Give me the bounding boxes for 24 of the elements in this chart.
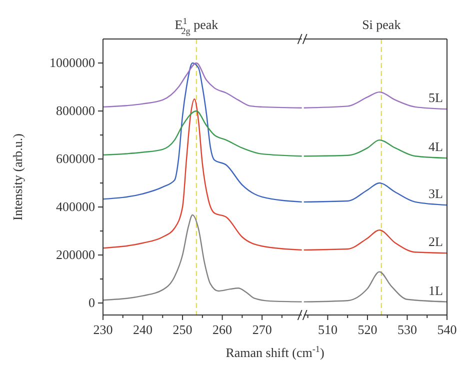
y-axis-title: Intensity (arb.u.) <box>10 133 25 221</box>
x-tick-label: 510 <box>318 322 338 337</box>
x-tick-label: 540 <box>437 322 457 337</box>
ref-line-label: Si peak <box>362 17 402 32</box>
x-tick-label: 250 <box>172 322 192 337</box>
ref-line-label: E$^{1}$$_{2g}$ peak <box>174 16 219 36</box>
x-tick-label: 520 <box>358 322 378 337</box>
x-axis-title: Raman shift (cm$^{-1}$) <box>226 344 324 360</box>
x-tick-label: 230 <box>93 322 113 337</box>
series-label: 1L <box>428 282 444 298</box>
y-tick-label: 800000 <box>56 103 95 118</box>
y-tick-label: 400000 <box>56 199 95 214</box>
x-tick-label: 240 <box>133 322 153 337</box>
series-label: 5L <box>428 90 444 106</box>
y-tick-label: 0 <box>88 295 95 310</box>
series-label: 2L <box>428 234 444 250</box>
y-tick-label: 1000000 <box>50 55 95 70</box>
y-tick-label: 200000 <box>56 247 95 262</box>
series-label: 3L <box>428 186 444 202</box>
y-tick-label: 600000 <box>56 151 95 166</box>
x-tick-label: 270 <box>252 322 272 337</box>
x-tick-label: 260 <box>212 322 232 337</box>
series-label: 4L <box>428 139 444 154</box>
x-tick-label: 530 <box>397 322 417 337</box>
